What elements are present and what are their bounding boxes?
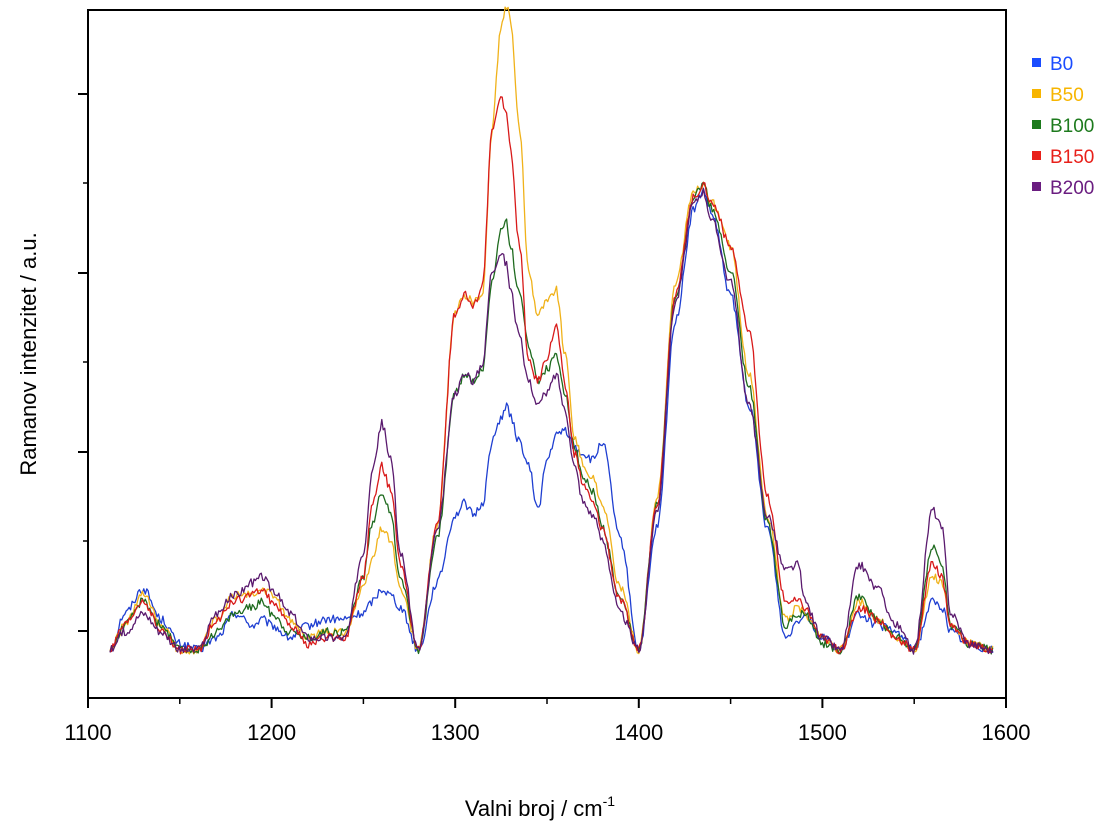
- series-line-b150: [109, 96, 993, 655]
- x-tick-label: 1600: [982, 720, 1031, 745]
- x-tick-label: 1100: [64, 720, 111, 745]
- series-line-b50: [109, 6, 994, 655]
- series-lines: [109, 6, 994, 655]
- legend-label-b50: B50: [1050, 85, 1084, 106]
- legend-label-b200: B200: [1050, 178, 1094, 199]
- x-tick-label: 1200: [247, 720, 296, 745]
- legend-label-b0: B0: [1050, 54, 1073, 75]
- legend-label-b100: B100: [1050, 116, 1094, 137]
- series-line-b200: [109, 188, 994, 655]
- series-line-b0: [109, 187, 994, 654]
- x-tick-label: 1400: [614, 720, 663, 745]
- legend-swatch-b100: [1032, 120, 1041, 129]
- x-axis-ticks: 1100 1200 1300 1400 1500 1600: [64, 698, 1030, 745]
- y-axis-title: Ramanov intenzitet / a.u.: [16, 232, 41, 475]
- legend-label-b150: B150: [1050, 147, 1094, 168]
- x-tick-label: 1500: [798, 720, 847, 745]
- series-line-b100: [109, 181, 994, 655]
- legend-swatch-b0: [1032, 58, 1041, 67]
- plot-frame: [87, 9, 1007, 699]
- legend-swatch-b200: [1032, 182, 1041, 191]
- legend-swatch-b150: [1032, 151, 1041, 160]
- legend-swatch-b50: [1032, 89, 1041, 98]
- x-axis-title-superscript: -1: [603, 793, 616, 809]
- y-axis-ticks: [78, 93, 88, 632]
- x-axis-title: Valni broj / cm-1: [465, 793, 615, 821]
- x-axis-title-main: Valni broj / cm: [465, 796, 603, 821]
- x-tick-label: 1300: [431, 720, 480, 745]
- legend: B0 B50 B100 B150 B200: [1032, 54, 1094, 199]
